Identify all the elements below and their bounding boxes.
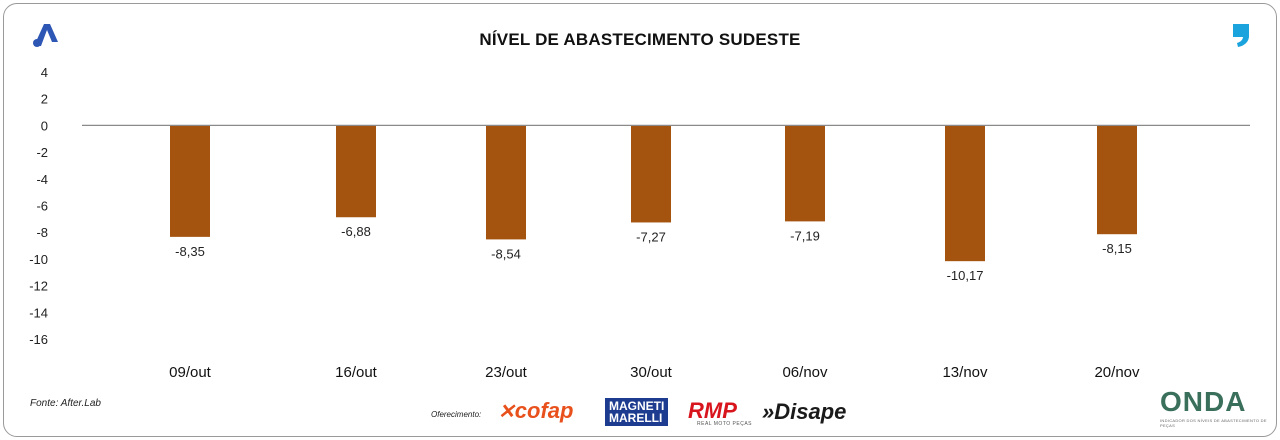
bar bbox=[945, 125, 985, 262]
bar bbox=[785, 125, 825, 222]
sponsor-label: Oferecimento: bbox=[431, 410, 482, 419]
onda-logo: ONDA bbox=[1160, 386, 1247, 417]
bar bbox=[170, 125, 210, 237]
x-tick-label: 20/nov bbox=[1094, 364, 1140, 381]
y-tick-label: -14 bbox=[29, 305, 48, 320]
bar-value-label: -8,15 bbox=[1102, 241, 1132, 256]
x-tick-label: 23/out bbox=[485, 364, 528, 381]
magneti-marelli-logo: MAGNETI MARELLI bbox=[605, 398, 669, 426]
y-tick-label: -4 bbox=[36, 172, 48, 187]
afterlab-a-logo-icon bbox=[33, 24, 58, 47]
quote-mark-icon bbox=[1233, 24, 1249, 47]
rmp-logo: RMP bbox=[688, 398, 737, 423]
bar-value-label: -6,88 bbox=[341, 224, 371, 239]
rmp-logo-subtitle: REAL MOTO PEÇAS bbox=[697, 421, 753, 427]
bar-value-label: -8,54 bbox=[491, 246, 521, 261]
y-tick-label: -12 bbox=[29, 279, 48, 294]
y-tick-label: -16 bbox=[29, 332, 48, 347]
chart-title: NÍVEL DE ABASTECIMENTO SUDESTE bbox=[479, 30, 801, 49]
x-tick-label: 13/nov bbox=[942, 364, 988, 381]
source-note: Fonte: After.Lab bbox=[30, 398, 101, 409]
y-tick-label: 2 bbox=[41, 92, 48, 107]
x-tick-label: 09/out bbox=[169, 364, 212, 381]
y-tick-label: -8 bbox=[36, 225, 48, 240]
bar-value-label: -10,17 bbox=[947, 268, 984, 283]
bar bbox=[631, 125, 671, 223]
y-tick-label: -6 bbox=[36, 199, 48, 214]
magneti-logo-line2: MARELLI bbox=[609, 411, 663, 425]
y-tick-label: -2 bbox=[36, 145, 48, 160]
bar bbox=[1097, 125, 1137, 235]
bar-value-label: -8,35 bbox=[175, 244, 205, 259]
y-tick-label: 0 bbox=[41, 118, 48, 133]
cofap-logo-text: cofap bbox=[514, 398, 574, 423]
x-tick-label: 06/nov bbox=[782, 364, 828, 381]
cofap-logo: ✕cofap bbox=[498, 398, 574, 423]
onda-logo-subtitle: INDICADOR DOS NÍVEIS DE ABASTECIMENTO DE… bbox=[1160, 418, 1267, 428]
bar-value-label: -7,27 bbox=[636, 229, 666, 244]
y-tick-label: -10 bbox=[29, 252, 48, 267]
bar bbox=[486, 125, 526, 240]
magneti-logo-line1: MAGNETI bbox=[609, 399, 665, 413]
x-tick-label: 16/out bbox=[335, 364, 378, 381]
bar-value-label: -7,19 bbox=[790, 228, 820, 243]
y-tick-label: 4 bbox=[41, 65, 48, 80]
disape-logo: »Disape bbox=[762, 399, 847, 424]
x-tick-label: 30/out bbox=[630, 364, 673, 381]
bar bbox=[336, 125, 376, 218]
